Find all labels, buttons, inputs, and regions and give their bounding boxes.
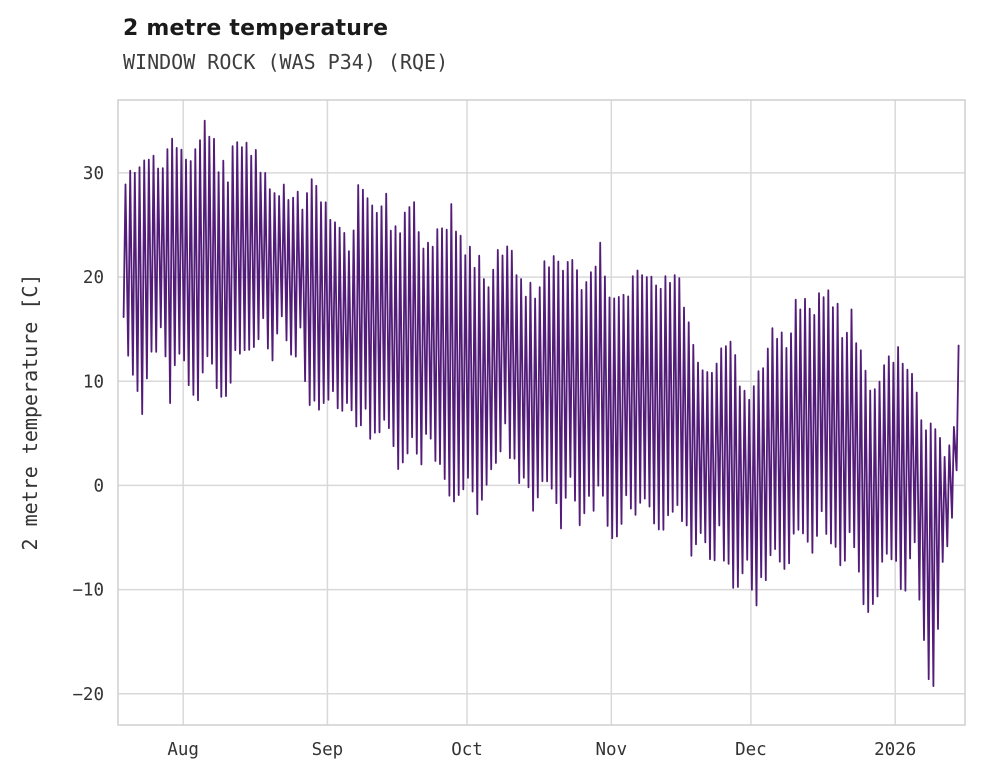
y-tick-label: −20 [72,685,104,705]
x-tick-label: Aug [167,740,199,760]
y-tick-label: 30 [83,164,104,184]
x-tick-label: Dec [735,740,767,760]
y-tick-label: 0 [93,476,104,496]
chart-title: 2 metre temperature [123,16,389,41]
y-tick-label: 20 [83,268,104,288]
y-tick-label: −10 [72,581,104,601]
x-tick-label: Oct [451,740,483,760]
x-tick-label: Sep [312,740,344,760]
chart-subtitle: WINDOW ROCK (WAS P34) (RQE) [123,50,449,74]
temperature-series-line [122,119,960,687]
x-tick-label: 2026 [874,740,916,760]
y-tick-label: 10 [83,372,104,392]
plot-frame [117,99,966,726]
x-tick-label: Nov [596,740,628,760]
